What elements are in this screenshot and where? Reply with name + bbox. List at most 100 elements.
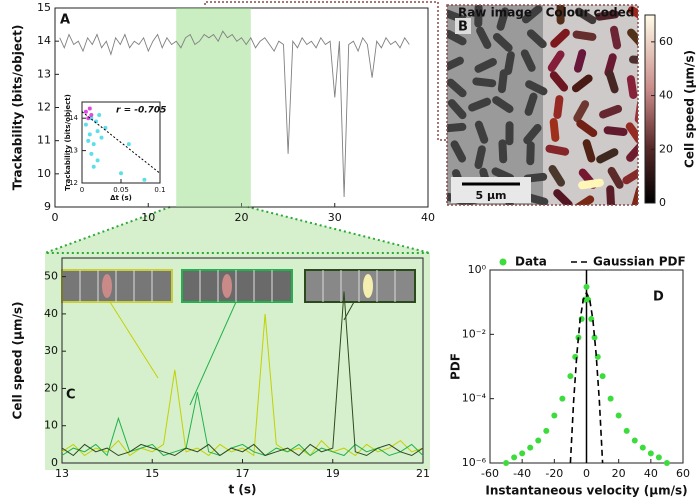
data-point: [567, 373, 574, 380]
cell: [595, 10, 620, 21]
y-axis-label: Cell speed (µm/s): [11, 302, 25, 420]
zoom-outline: [44, 206, 431, 254]
colorbar-tick-label: 40: [659, 89, 673, 102]
colorbar: [644, 14, 656, 204]
trackability-line: [59, 30, 410, 198]
data-point: [623, 427, 630, 434]
connector: [204, 1, 447, 141]
cell: [474, 5, 483, 28]
colorbar-tick-label: 0: [659, 196, 666, 209]
cell: [447, 78, 467, 98]
legend-marker: [499, 258, 507, 266]
panel-label: C: [66, 388, 76, 403]
panel-label: B: [458, 20, 468, 35]
cell: [548, 165, 566, 187]
y-tick-label: 12: [37, 101, 51, 114]
point: [99, 135, 104, 140]
cell: [549, 71, 569, 92]
y-tick-label: 10: [37, 167, 51, 180]
point: [126, 142, 131, 147]
y-tick-label: 14: [37, 34, 51, 47]
y-tick-label: 40: [44, 307, 58, 320]
cell: [520, 49, 536, 72]
speed-line: [61, 313, 424, 457]
cell: [450, 140, 467, 163]
x-axis-label: Instantaneous velocity (µm/s): [485, 484, 687, 498]
cell: [492, 32, 513, 52]
cell: [550, 28, 570, 48]
data-point: [551, 412, 558, 419]
data-point: [511, 454, 518, 461]
y-tick-label: 10⁻²: [462, 327, 486, 340]
y-tick-label: 13: [37, 67, 51, 80]
data-point: [655, 454, 662, 461]
cell: [474, 120, 489, 144]
cell: [524, 92, 538, 116]
image-title: Raw image: [458, 6, 532, 20]
cell: [573, 49, 587, 73]
data-point: [527, 444, 534, 451]
point: [86, 138, 91, 143]
data-point: [639, 444, 646, 451]
x-tick-label: 0.1: [154, 186, 165, 194]
data-point: [559, 395, 566, 402]
cell: [572, 30, 597, 41]
highlight: [176, 8, 251, 207]
panel-label: D: [653, 290, 664, 305]
cell: [606, 185, 616, 205]
y-tick-label: 14: [69, 114, 78, 122]
point: [89, 116, 94, 121]
x-tick-label: 0: [80, 186, 84, 194]
x-tick-label: 30: [328, 211, 342, 224]
point: [97, 112, 102, 117]
cell: [547, 50, 565, 72]
cell: [622, 167, 638, 185]
cell: [447, 122, 467, 133]
legend-label: Gaussian PDF: [593, 255, 686, 269]
cell: [447, 29, 467, 46]
panel-label: A: [60, 13, 70, 28]
cell: [504, 51, 515, 76]
cell: [476, 26, 492, 49]
cell: [521, 5, 543, 24]
cell: [468, 97, 492, 112]
y-tick-label: 30: [44, 344, 58, 357]
cell: [523, 123, 542, 145]
thumbnails: [61, 269, 416, 406]
label-box: [455, 18, 471, 34]
cell: [625, 122, 638, 144]
y-tick-label: 15: [37, 1, 51, 14]
colorbar-tick-label: 60: [659, 35, 673, 48]
point: [89, 151, 94, 156]
y-tick-label: 20: [44, 381, 58, 394]
y-tick-label: 9: [44, 200, 51, 213]
x-tick-label: 19: [326, 467, 340, 480]
point: [87, 106, 92, 111]
cell: [526, 141, 535, 166]
gaussian-line: [569, 290, 604, 464]
point: [91, 142, 96, 147]
cell: [573, 100, 590, 123]
cell: [627, 28, 638, 49]
image-title: Colour coded: [546, 6, 635, 20]
speed-line: [61, 291, 424, 457]
y-axis-label: Trackability (bits/object): [11, 25, 25, 191]
cell: [492, 96, 514, 113]
cell: [603, 126, 628, 136]
x-tick-label: 21: [416, 467, 430, 480]
cell: [582, 139, 596, 163]
data-point: [631, 437, 638, 444]
cell: [574, 7, 597, 25]
y-axis-label: PDF: [449, 353, 463, 380]
data-point: [647, 450, 654, 457]
cell: [447, 99, 467, 120]
x-tick-label: 17: [236, 467, 250, 480]
x-tick-label: 0: [583, 467, 590, 480]
cell: [553, 95, 564, 119]
cell: [604, 53, 617, 77]
y-tick-label: 50: [44, 270, 58, 283]
x-tick-label: 20: [612, 467, 626, 480]
cell: [496, 7, 510, 31]
point: [83, 122, 88, 127]
